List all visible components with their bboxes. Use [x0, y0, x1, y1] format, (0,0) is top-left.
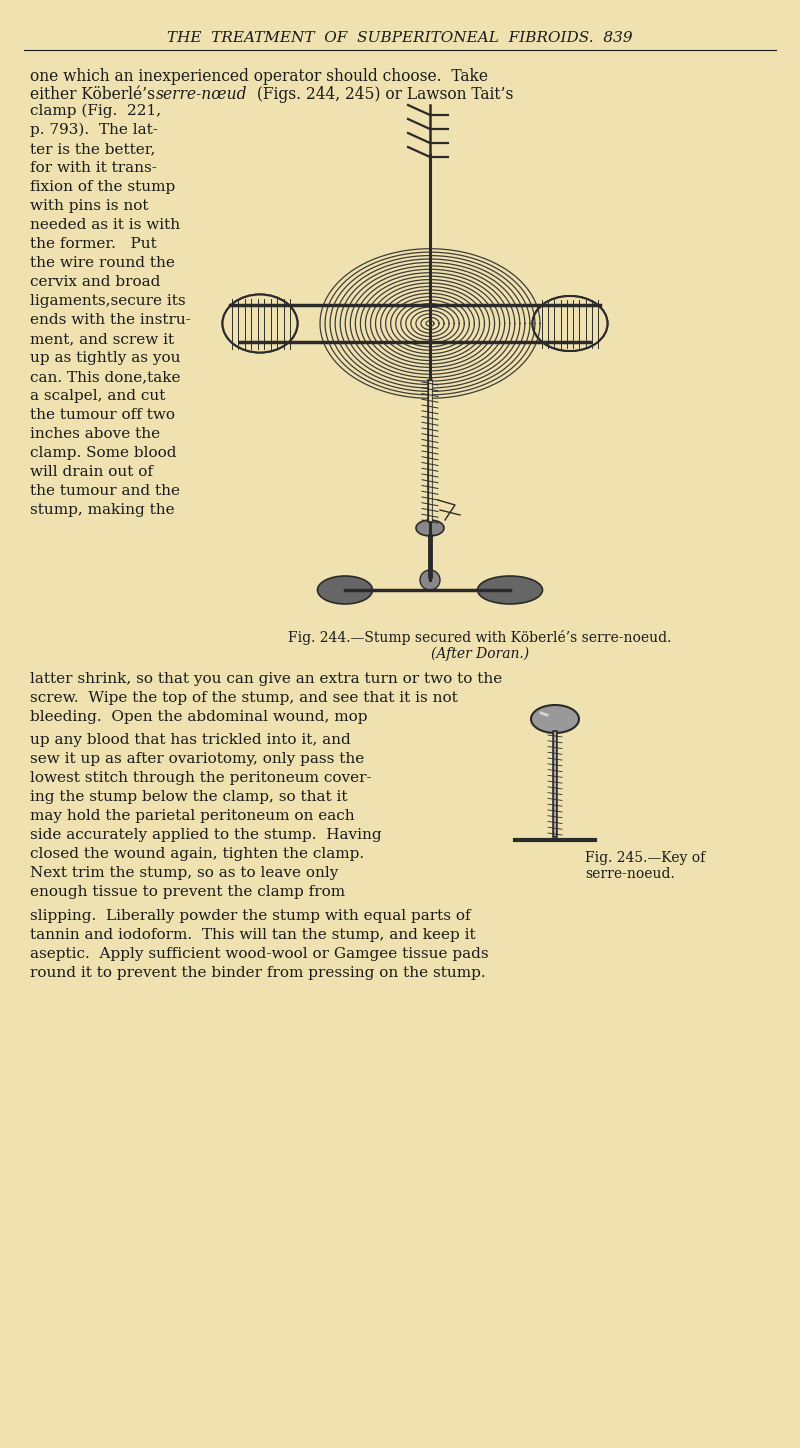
Text: inches above the: inches above the — [30, 427, 161, 442]
Text: slipping.  Liberally powder the stump with equal parts of: slipping. Liberally powder the stump wit… — [30, 909, 471, 922]
Text: one which an inexperienced operator should choose.  Take: one which an inexperienced operator shou… — [30, 68, 488, 85]
Text: can. This done,take: can. This done,take — [30, 371, 181, 384]
Text: Fig. 244.—Stump secured with Köberlé’s serre-noeud.: Fig. 244.—Stump secured with Köberlé’s s… — [288, 630, 672, 644]
Ellipse shape — [222, 294, 298, 352]
Ellipse shape — [318, 576, 373, 604]
Text: serre-nœud: serre-nœud — [156, 85, 247, 103]
Text: ment, and screw it: ment, and screw it — [30, 332, 174, 346]
Ellipse shape — [533, 295, 607, 350]
Ellipse shape — [531, 705, 579, 733]
Text: sew it up as after ovariotomy, only pass the: sew it up as after ovariotomy, only pass… — [30, 752, 365, 766]
Text: with pins is not: with pins is not — [30, 198, 149, 213]
Text: round it to prevent the binder from pressing on the stump.: round it to prevent the binder from pres… — [30, 966, 486, 980]
Text: serre-noeud.: serre-noeud. — [585, 867, 674, 880]
Text: up as tightly as you: up as tightly as you — [30, 350, 181, 365]
Text: fixion of the stump: fixion of the stump — [30, 180, 176, 194]
Ellipse shape — [416, 520, 444, 536]
Text: screw.  Wipe the top of the stump, and see that it is not: screw. Wipe the top of the stump, and se… — [30, 691, 458, 705]
Text: either Köberlé’s: either Köberlé’s — [30, 85, 160, 103]
Text: (After Doran.): (After Doran.) — [431, 647, 529, 662]
Ellipse shape — [533, 295, 607, 350]
Text: ends with the instru-: ends with the instru- — [30, 313, 191, 327]
Text: (Figs. 244, 245) or Lawson Tait’s: (Figs. 244, 245) or Lawson Tait’s — [252, 85, 514, 103]
Text: stump, making the: stump, making the — [30, 502, 175, 517]
Text: ing the stump below the clamp, so that it: ing the stump below the clamp, so that i… — [30, 791, 348, 804]
Text: latter shrink, so that you can give an extra turn or two to the: latter shrink, so that you can give an e… — [30, 672, 502, 686]
Text: bleeding.  Open the abdominal wound, mop: bleeding. Open the abdominal wound, mop — [30, 710, 368, 724]
Text: ligaments,secure its: ligaments,secure its — [30, 294, 186, 308]
Text: Next trim the stump, so as to leave only: Next trim the stump, so as to leave only — [30, 866, 338, 880]
Text: the tumour off two: the tumour off two — [30, 408, 175, 421]
Text: p. 793).  The lat-: p. 793). The lat- — [30, 123, 158, 138]
Text: cervix and broad: cervix and broad — [30, 275, 161, 290]
Text: side accurately applied to the stump.  Having: side accurately applied to the stump. Ha… — [30, 828, 382, 841]
Text: needed as it is with: needed as it is with — [30, 219, 181, 232]
Text: ter is the better,: ter is the better, — [30, 142, 156, 156]
Text: will drain out of: will drain out of — [30, 465, 154, 479]
Text: clamp (Fig.  221,: clamp (Fig. 221, — [30, 104, 162, 119]
Text: a scalpel, and cut: a scalpel, and cut — [30, 390, 166, 403]
Text: the wire round the: the wire round the — [30, 256, 175, 269]
Text: the tumour and the: the tumour and the — [30, 484, 181, 498]
Ellipse shape — [420, 571, 440, 589]
Text: closed the wound again, tighten the clamp.: closed the wound again, tighten the clam… — [30, 847, 365, 862]
Text: Fig. 245.—Key of: Fig. 245.—Key of — [585, 851, 706, 864]
Text: aseptic.  Apply sufficient wood-wool or Gamgee tissue pads: aseptic. Apply sufficient wood-wool or G… — [30, 947, 489, 961]
Text: the former.   Put: the former. Put — [30, 237, 157, 251]
Text: may hold the parietal peritoneum on each: may hold the parietal peritoneum on each — [30, 809, 355, 822]
Text: enough tissue to prevent the clamp from: enough tissue to prevent the clamp from — [30, 885, 346, 899]
Text: clamp. Some blood: clamp. Some blood — [30, 446, 177, 460]
Text: tannin and iodoform.  This will tan the stump, and keep it: tannin and iodoform. This will tan the s… — [30, 928, 476, 943]
Ellipse shape — [222, 294, 298, 352]
Text: THE  TREATMENT  OF  SUBPERITONEAL  FIBROIDS.  839: THE TREATMENT OF SUBPERITONEAL FIBROIDS.… — [167, 30, 633, 45]
Text: for with it trans-: for with it trans- — [30, 161, 158, 175]
Text: lowest stitch through the peritoneum cover-: lowest stitch through the peritoneum cov… — [30, 770, 372, 785]
Ellipse shape — [478, 576, 542, 604]
Text: up any blood that has trickled into it, and: up any blood that has trickled into it, … — [30, 733, 351, 747]
